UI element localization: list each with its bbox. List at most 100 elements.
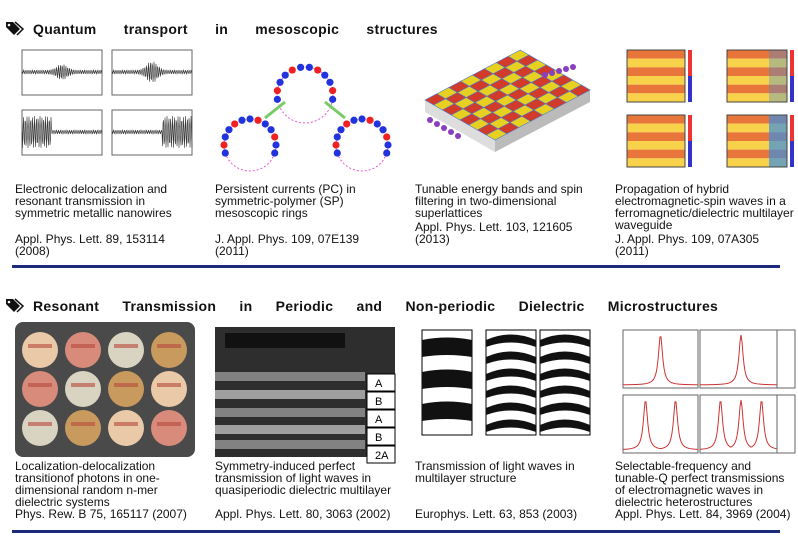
stripe: [71, 422, 95, 426]
site: [271, 133, 279, 141]
colorbar-low: [688, 141, 692, 167]
layer-label: B: [375, 432, 382, 444]
band-panel: [485, 329, 537, 436]
tag-hole: [7, 23, 11, 27]
disk: [151, 371, 187, 407]
spin: [549, 70, 555, 76]
trans-panel: [776, 394, 796, 454]
spin: [434, 121, 440, 127]
reference: Appl. Phys. Lett. 103, 121605 (2013): [415, 221, 605, 245]
stripe: [114, 383, 138, 387]
disk: [65, 410, 101, 446]
stripe: [114, 422, 138, 426]
band-gap: [422, 401, 472, 421]
site: [271, 149, 279, 157]
reference-line: (2011): [215, 244, 249, 258]
spin: [455, 133, 461, 139]
caption: Selectable-frequency and tunable-Q perfec…: [615, 460, 798, 508]
reference-line: Phys. Rew. B 75, 165117 (2007): [15, 507, 187, 521]
layer-label: A: [375, 378, 383, 390]
band-gap: [540, 351, 590, 364]
caption-line: electromagnetic-spin waves in a: [615, 194, 786, 208]
site: [273, 95, 281, 103]
ring: [276, 66, 334, 124]
caption-line: resonant transmission in: [15, 194, 146, 208]
caption: Propagation of hybrid electromagnetic-spi…: [615, 183, 798, 231]
divider: [12, 265, 780, 268]
band: [627, 84, 685, 94]
tag-icon-back: [14, 21, 25, 36]
layer-label: 2A: [375, 450, 389, 462]
caption-line: Electronic delocalization and: [15, 182, 168, 196]
caption-line: quasiperiodic dielectric multilayer: [215, 483, 392, 497]
reference: Appl. Phys. Lett. 84, 3969 (2004): [615, 508, 798, 520]
band: [727, 115, 787, 124]
caption-line: multilayer structure: [415, 471, 517, 485]
site: [383, 133, 391, 141]
site: [383, 149, 391, 157]
band: [627, 93, 685, 102]
site: [333, 149, 341, 157]
caption-line: symmetric metallic nanowires: [15, 206, 172, 220]
band-gap: [540, 419, 590, 432]
frame: [726, 114, 788, 168]
sem-banner: [225, 333, 345, 348]
caption-line: transitionof photons in one-: [15, 471, 160, 485]
spin: [542, 72, 548, 78]
slab-side: [425, 100, 495, 152]
frame: [626, 49, 686, 103]
caption-line: Persistent currents (PC) in: [215, 182, 356, 196]
caption-line: symmetric-polymer (SP): [215, 194, 344, 208]
layer-label: A: [375, 414, 383, 426]
layer-box: [366, 409, 396, 428]
spin: [570, 64, 576, 70]
caption-line: filtering in two-dimensional: [415, 194, 557, 208]
disk: [151, 410, 187, 446]
stripe: [157, 344, 181, 348]
trans-panel: [622, 329, 699, 389]
band-gap: [486, 351, 536, 364]
band: [627, 58, 685, 68]
layer-box: [366, 373, 396, 392]
layer-box: [366, 427, 396, 446]
site: [366, 116, 374, 124]
section-title: Quantum transport in mesoscopic structur…: [33, 21, 438, 37]
caption-line: Symmetry-induced perfect: [215, 459, 356, 473]
caption: Symmetry-induced perfect transmission of …: [215, 460, 405, 496]
site: [297, 63, 305, 71]
reference-line: (2013): [415, 232, 450, 246]
peak: [622, 401, 699, 450]
band: [627, 158, 685, 167]
disk: [65, 371, 101, 407]
peak: [699, 334, 783, 386]
caption-line: Propagation of hybrid: [615, 182, 730, 196]
reference: Appl. Phys. Lett. 80, 3063 (2002): [215, 508, 405, 520]
band-gap: [422, 369, 472, 389]
reference-line: J. Appl. Phys. 109, 07A305: [615, 232, 760, 246]
band: [727, 84, 787, 94]
stripe: [28, 422, 52, 426]
photo: [15, 322, 195, 457]
layer-label: B: [375, 396, 382, 408]
section-title: Resonant Transmission in Periodic and No…: [33, 298, 719, 314]
stripe: [28, 344, 52, 348]
caption-line: dielectric systems: [15, 495, 110, 509]
layer: [215, 440, 365, 449]
trans-panel: [699, 329, 783, 389]
band-panel: [539, 329, 591, 436]
band-gap: [540, 385, 590, 398]
band-gap: [486, 368, 536, 381]
spin: [563, 66, 569, 72]
band: [627, 149, 685, 159]
trans-panel: [776, 329, 796, 389]
disk: [108, 332, 144, 368]
spin: [448, 129, 454, 135]
caption-line: Selectable-frequency and: [615, 459, 752, 473]
caption-line: mesoscopic rings: [215, 206, 308, 220]
band: [727, 141, 787, 150]
disk: [108, 410, 144, 446]
disk: [22, 332, 58, 368]
reference: J. Appl. Phys. 109, 07E139 (2011): [215, 233, 405, 257]
arrow: [264, 100, 286, 120]
